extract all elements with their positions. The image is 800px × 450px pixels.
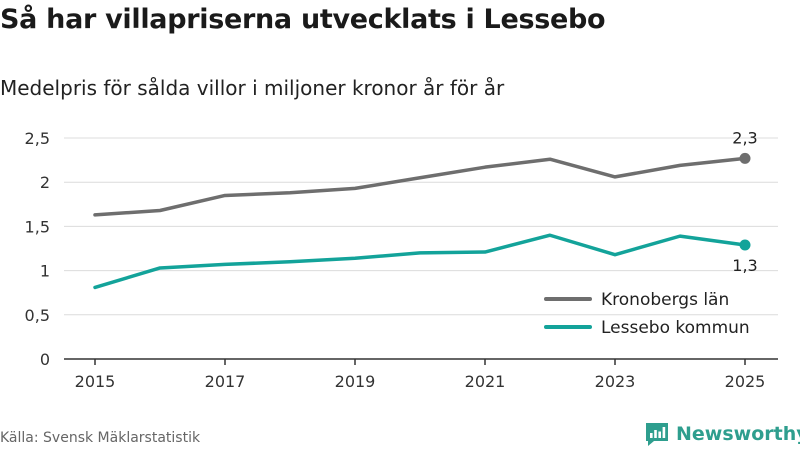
data-point	[419, 251, 422, 254]
end-point-marker	[739, 239, 751, 251]
data-point	[484, 166, 487, 169]
x-tick-label: 2021	[465, 372, 506, 391]
source-note: Källa: Svensk Mäklarstatistik	[0, 430, 201, 446]
chart-subtitle: Medelpris för sålda villor i miljoner kr…	[0, 76, 505, 100]
end-point-marker	[739, 152, 751, 164]
newsworthy-logo-icon	[646, 423, 668, 446]
data-point	[549, 158, 552, 161]
data-point	[289, 191, 292, 194]
axes: 0 0,5 1 1,5 2 2,5 2015 2017 2019 2021 2023 2025	[25, 129, 778, 391]
x-tick-label: 2023	[595, 372, 636, 391]
y-tick-label: 0	[40, 350, 50, 369]
data-point	[224, 194, 227, 197]
data-point	[484, 251, 487, 254]
y-tick-label: 0,5	[25, 306, 50, 325]
gridlines	[64, 137, 778, 316]
data-point	[679, 235, 682, 238]
series-line-0	[93, 156, 747, 217]
y-tick-label: 2,5	[25, 129, 50, 148]
x-tick-label: 2019	[335, 372, 376, 391]
data-point	[94, 286, 97, 289]
series-lines	[93, 152, 751, 290]
data-labels: 2,3 1,3	[732, 128, 757, 275]
data-point	[94, 213, 97, 216]
legend-label: Kronobergs län	[601, 290, 729, 310]
data-point	[419, 176, 422, 179]
x-tick-label: 2025	[725, 372, 766, 391]
data-point	[354, 257, 357, 260]
data-point	[679, 164, 682, 167]
chart-title: Så har villapriserna utvecklats i Lesseb…	[0, 4, 606, 35]
y-tick-label: 1,5	[25, 217, 50, 236]
end-value-label: 2,3	[732, 128, 757, 147]
data-point	[159, 209, 162, 212]
data-point	[354, 187, 357, 190]
data-point	[614, 253, 617, 256]
x-tick-label: 2015	[75, 372, 116, 391]
y-tick-label: 2	[40, 173, 50, 192]
data-point	[614, 175, 617, 178]
data-point	[289, 260, 292, 263]
data-point	[224, 263, 227, 266]
y-tick-label: 1	[40, 262, 50, 281]
legend: Kronobergs län Lessebo kommun	[544, 290, 750, 338]
brand-name: Newsworthy	[676, 423, 800, 445]
series-line-1	[93, 233, 747, 290]
legend-label: Lessebo kommun	[601, 318, 750, 338]
end-value-label: 1,3	[732, 256, 757, 275]
x-tick-label: 2017	[205, 372, 246, 391]
data-point	[549, 234, 552, 237]
brand-logo: Newsworthy	[644, 421, 800, 447]
data-point	[159, 266, 162, 269]
